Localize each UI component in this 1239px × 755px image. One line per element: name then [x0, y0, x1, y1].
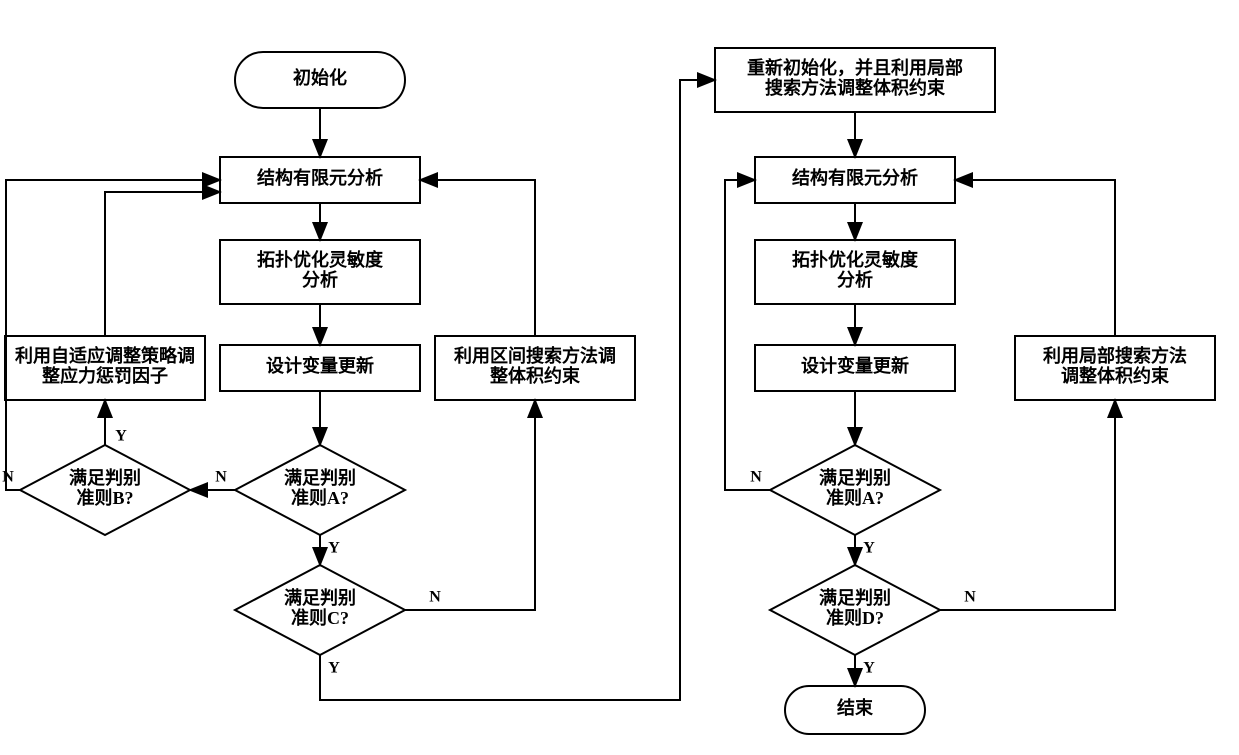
node-text: 准则D?: [826, 607, 884, 628]
node-text: 利用局部搜索方法: [1043, 345, 1187, 366]
edge: [940, 400, 1115, 610]
node-text: 满足判别: [819, 587, 891, 608]
edge-label: Y: [863, 540, 875, 557]
node-text: 满足判别: [284, 587, 356, 608]
node-text: 满足判别: [284, 467, 356, 488]
node-text: 满足判别: [69, 467, 141, 488]
node-text: 整应力惩罚因子: [41, 365, 168, 386]
edge-label: Y: [328, 660, 340, 677]
edge-label: N: [2, 469, 14, 486]
edge-label: Y: [328, 540, 340, 557]
edge-label: N: [964, 589, 976, 606]
node-text: 利用自适应调整策略调: [15, 345, 195, 366]
node-text: 结构有限元分析: [257, 167, 383, 188]
node-text: 整体积约束: [489, 365, 581, 386]
node-text: 设计变量更新: [801, 355, 909, 376]
edge: [420, 180, 535, 336]
node-text: 准则A?: [291, 487, 349, 508]
edge-label: Y: [863, 660, 875, 677]
node-text: 分析: [837, 269, 873, 290]
edge: [105, 192, 220, 336]
node-text: 调整体积约束: [1061, 365, 1170, 386]
node-text: 搜索方法调整体积约束: [765, 77, 946, 98]
node-text: 准则B?: [76, 487, 133, 508]
node-text: 满足判别: [819, 467, 891, 488]
edge-label: N: [750, 469, 762, 486]
node-text: 结束: [837, 697, 874, 718]
edge: [405, 400, 535, 610]
node-text: 拓扑优化灵敏度: [257, 249, 384, 270]
edge-label: Y: [115, 428, 127, 445]
node-text: 分析: [302, 269, 338, 290]
node-text: 利用区间搜索方法调: [454, 345, 616, 366]
edge: [955, 180, 1115, 336]
edge-label: N: [215, 469, 227, 486]
node-text: 结构有限元分析: [792, 167, 918, 188]
node-text: 设计变量更新: [266, 355, 374, 376]
node-text: 重新初始化，并且利用局部: [747, 57, 963, 78]
node-text: 准则C?: [291, 607, 349, 628]
node-text: 拓扑优化灵敏度: [792, 249, 919, 270]
flowchart: 初始化结构有限元分析拓扑优化灵敏度分析设计变量更新利用自适应调整策略调整应力惩罚…: [0, 0, 1239, 755]
edge-label: N: [429, 589, 441, 606]
node-text: 初始化: [293, 67, 347, 88]
node-text: 准则A?: [826, 487, 884, 508]
edge: [725, 180, 770, 490]
